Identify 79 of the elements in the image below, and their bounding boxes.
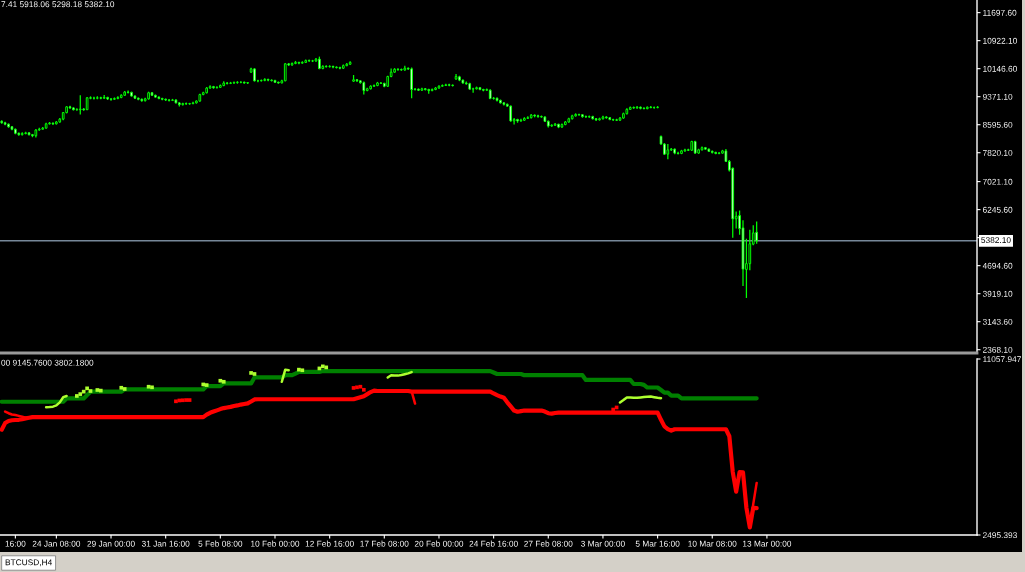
point <box>249 371 253 375</box>
candlestick <box>656 105 659 109</box>
candlestick <box>680 149 683 155</box>
point <box>355 385 359 390</box>
x-tick-label: 29 Jan 00:00 <box>87 540 135 547</box>
x-tick-label: 5 Mar 16:00 <box>635 540 680 547</box>
candlestick <box>434 86 437 91</box>
candlestick <box>48 121 51 126</box>
point <box>174 399 178 404</box>
candlestick <box>393 67 396 74</box>
x-tick-label: 17 Feb 08:00 <box>360 540 409 547</box>
candlestick <box>475 85 478 91</box>
point <box>150 385 154 390</box>
x-tick-label: 12 Feb 16:00 <box>305 540 354 547</box>
candlestick <box>188 102 191 106</box>
y-tick-label: 7820.10 <box>982 149 1013 156</box>
candlestick <box>318 55 321 70</box>
x-tick-label: 5 Feb 08:00 <box>198 540 243 547</box>
y-tick-label: 6245.60 <box>982 206 1013 213</box>
y-tick-label: 3919.10 <box>982 290 1013 297</box>
y-tick-label: 2495.393 <box>982 532 1017 539</box>
candlestick <box>72 106 75 112</box>
x-tick-label: 13 Mar 00:00 <box>743 540 792 547</box>
candlestick <box>458 75 461 82</box>
candlestick <box>376 81 379 87</box>
x-tick-label: 16:00 <box>5 540 26 547</box>
point <box>119 385 124 390</box>
candlestick <box>113 96 116 101</box>
candlestick <box>598 117 601 122</box>
point <box>75 394 79 398</box>
x-tick-label: 10 Feb 00:00 <box>251 540 300 547</box>
point <box>122 387 127 391</box>
candlestick <box>253 67 256 83</box>
candlestick <box>236 80 239 85</box>
ref-line-label: 5382.10 <box>981 237 1011 244</box>
candlestick <box>7 122 10 129</box>
y-tick-label: 10922.10 <box>983 37 1017 44</box>
x-tick-label: 10 Mar 08:00 <box>688 540 737 547</box>
candlestick <box>471 87 475 94</box>
candlestick <box>417 87 420 92</box>
candlestick <box>229 81 232 85</box>
candlestick <box>352 74 355 83</box>
y-tick-label: 3143.60 <box>982 318 1013 325</box>
x-tick-label: 27 Feb 08:00 <box>524 540 573 547</box>
candlestick <box>147 91 150 101</box>
x-tick-label: 20 Feb 00:00 <box>414 540 464 547</box>
y-tick-label: 11697.60 <box>983 9 1017 16</box>
candlestick <box>410 66 413 99</box>
x-tick-label: 31 Jan 16:00 <box>141 540 190 547</box>
candlestick <box>31 133 34 138</box>
y-tick-label: 9371.10 <box>982 93 1013 100</box>
candlestick <box>294 60 297 65</box>
x-tick-label: 3 Mar 00:00 <box>581 540 625 547</box>
candlestick <box>78 94 82 116</box>
candlestick <box>75 107 79 112</box>
point <box>300 368 305 373</box>
x-tick-label: 24 Feb 16:00 <box>469 540 518 547</box>
y-tick-label: 4694.60 <box>982 262 1013 269</box>
candlestick <box>516 118 519 124</box>
candlestick <box>557 123 560 129</box>
candlestick <box>615 118 618 122</box>
candlestick <box>755 220 759 245</box>
y-tick-label: 10146.60 <box>983 65 1017 72</box>
x-tick-label: 24 Jan 08:00 <box>32 540 81 547</box>
annotation: 7.41 5918.06 5298.18 5382.10 <box>1 1 115 8</box>
candlestick <box>622 111 625 120</box>
candlestick <box>581 113 584 119</box>
y-tick-label: 7021.10 <box>982 178 1013 185</box>
y-tick-label: 2368.10 <box>982 346 1013 353</box>
text: BTCUSD,H4 <box>5 559 52 567</box>
candlestick <box>499 98 502 105</box>
candlestick <box>171 98 174 102</box>
y-tick-label: 8595.60 <box>982 121 1013 128</box>
candlestick <box>212 85 215 90</box>
candlestick <box>704 146 707 151</box>
candlestick <box>154 93 157 99</box>
annotation: 00 9145.7600 3802.1800 <box>1 359 94 366</box>
candlestick <box>130 91 133 98</box>
y-tick-label: 11057.947 <box>983 356 1021 363</box>
